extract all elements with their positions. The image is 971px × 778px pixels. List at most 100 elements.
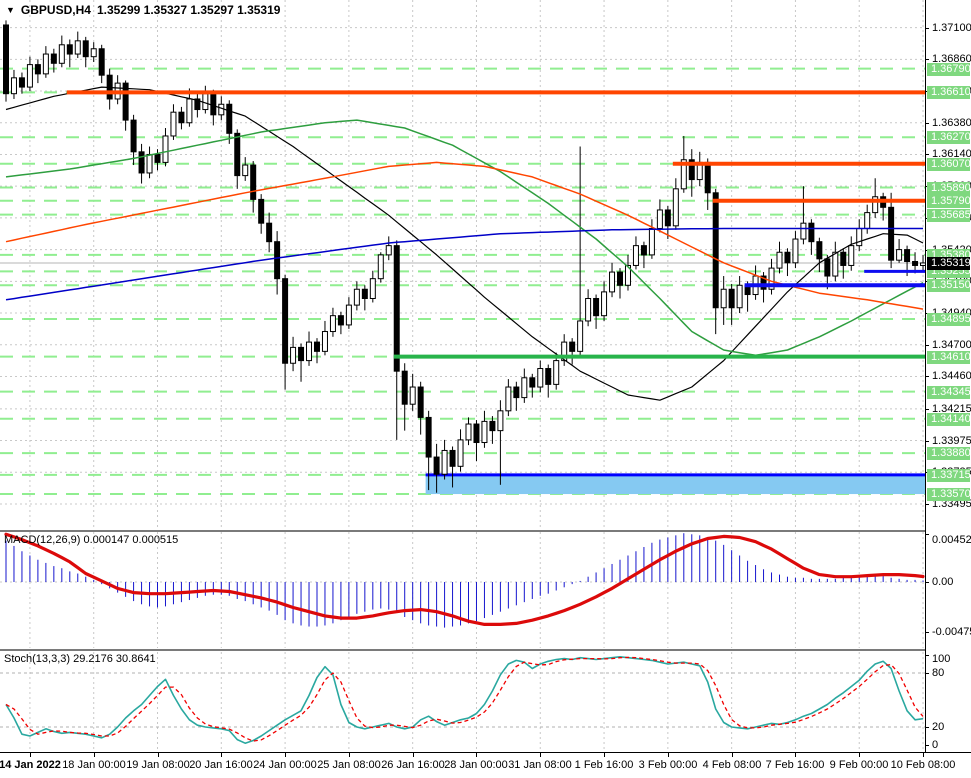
bear-candle-body — [298, 346, 305, 362]
bull-candle-body — [505, 386, 512, 412]
bear-candle-body — [210, 93, 217, 116]
price-axis-label: 1.34700 — [932, 339, 971, 351]
support-zone-band — [425, 474, 925, 495]
bear-candle-body — [122, 82, 129, 121]
panel-separator[interactable] — [0, 649, 971, 651]
macd-axis-tick — [926, 582, 929, 583]
bull-candle-body — [345, 304, 352, 326]
bull-candle-body — [585, 297, 592, 322]
price-axis-tick — [926, 123, 929, 124]
bear-candle-body — [266, 222, 273, 243]
price-axis-tick — [926, 154, 929, 155]
panel-separator[interactable] — [0, 530, 971, 532]
bear-candle-body — [425, 416, 432, 458]
price-axis-tick — [926, 376, 929, 377]
price-level-tag: 1.33715 — [927, 469, 971, 482]
macd-axis-label: 0.004526 — [932, 534, 971, 546]
price-level-tag: 1.36270 — [927, 131, 971, 144]
macd-axis-tick — [926, 632, 929, 633]
time-axis-label: 7 Feb 16:00 — [765, 759, 825, 771]
stoch-panel[interactable] — [0, 652, 925, 752]
bear-candle-body — [489, 420, 496, 432]
bull-candle-body — [242, 164, 249, 177]
price-axis-tick — [926, 409, 929, 410]
bull-candle-body — [162, 135, 169, 163]
price-level-tag: 1.35685 — [927, 209, 971, 222]
price-axis-label: 1.33495 — [932, 498, 971, 510]
price-level-tag: 1.36070 — [927, 158, 971, 171]
price-axis-separator — [925, 0, 926, 752]
bull-candle-body — [369, 278, 376, 299]
bear-candle-body — [18, 77, 25, 88]
bull-candle-body — [26, 64, 33, 88]
bull-candle-body — [856, 227, 863, 247]
bear-candle-body — [545, 368, 552, 385]
time-axis-tick — [476, 753, 477, 757]
time-axis-label: 18 Jan 00:00 — [62, 759, 126, 771]
price-axis-label: 1.34460 — [932, 370, 971, 382]
bull-candle-body — [74, 40, 81, 55]
time-axis-tick — [413, 753, 414, 757]
bull-candle-body — [441, 449, 448, 475]
bear-candle-body — [808, 222, 815, 243]
bear-candle-body — [82, 40, 89, 58]
stoch-axis-tick — [926, 673, 929, 674]
bull-candle-body — [553, 360, 560, 385]
time-axis-label: 26 Jan 16:00 — [381, 759, 445, 771]
bull-candle-body — [409, 386, 416, 405]
bear-candle-body — [361, 288, 368, 299]
bull-candle-body — [290, 346, 297, 364]
time-axis-tick — [604, 753, 605, 757]
price-axis[interactable]: 1.371001.368601.366201.363801.361401.359… — [926, 0, 971, 752]
bear-candle-body — [250, 164, 257, 200]
time-axis-label: 4 Feb 08:00 — [702, 759, 762, 771]
bull-candle-body — [832, 251, 839, 277]
price-level-tag: 1.35890 — [927, 182, 971, 195]
price-level-tag: 1.36610 — [927, 86, 971, 99]
bull-candle-body — [672, 188, 679, 227]
bear-candle-body — [473, 423, 480, 444]
time-axis-tick — [923, 753, 924, 757]
time-axis[interactable]: 14 Jan 2022 18 Jan 00:00 19 Jan 08:00 20 Ja… — [0, 753, 971, 778]
stoch-indicator-label: Stoch(13,3,3) 29.2176 30.8641 — [4, 653, 156, 665]
macd-panel[interactable] — [0, 532, 925, 648]
bull-candle-body — [42, 53, 49, 75]
bull-candle-body — [321, 331, 328, 352]
bear-candle-body — [760, 275, 767, 290]
bear-candle-body — [337, 315, 344, 326]
bear-candle-body — [569, 341, 576, 352]
bull-candle-body — [920, 262, 925, 266]
ma-fast-black — [5, 86, 924, 401]
bear-candle-body — [234, 132, 241, 177]
ma-slow-orange — [5, 161, 924, 310]
bull-candle-body — [497, 410, 504, 432]
time-axis-tick — [349, 753, 350, 757]
stoch-signal-line — [5, 656, 924, 742]
time-axis-label: 25 Jan 08:00 — [317, 759, 381, 771]
bull-candle-body — [609, 271, 616, 293]
stoch-main-line — [5, 656, 924, 744]
stoch-axis-tick — [926, 745, 929, 746]
bull-candle-body — [202, 93, 209, 111]
bear-candle-body — [178, 111, 185, 124]
price-level-tag: 1.35790 — [927, 195, 971, 208]
bear-candle-body — [50, 53, 57, 64]
price-level-tag: 1.34140 — [927, 413, 971, 426]
bull-candle-body — [377, 254, 384, 280]
bear-candle-body — [417, 386, 424, 418]
bull-candle-body — [353, 288, 360, 306]
bear-candle-body — [226, 103, 233, 134]
bull-candle-body — [792, 238, 799, 264]
bear-candle-body — [904, 249, 911, 262]
price-axis-label: 1.36380 — [932, 117, 971, 129]
ma-medium-green — [5, 119, 924, 357]
stoch-axis-label: 0 — [932, 739, 939, 751]
main-chart-panel[interactable] — [0, 0, 925, 530]
stoch-axis-tick — [926, 655, 929, 656]
price-axis-tick — [926, 59, 929, 60]
bear-candle-body — [824, 258, 831, 277]
symbol-dropdown-icon[interactable]: ▼ — [6, 4, 15, 15]
price-level-tag: 1.34610 — [927, 351, 971, 364]
bear-candle-body — [258, 198, 265, 224]
bear-candle-body — [529, 377, 536, 388]
